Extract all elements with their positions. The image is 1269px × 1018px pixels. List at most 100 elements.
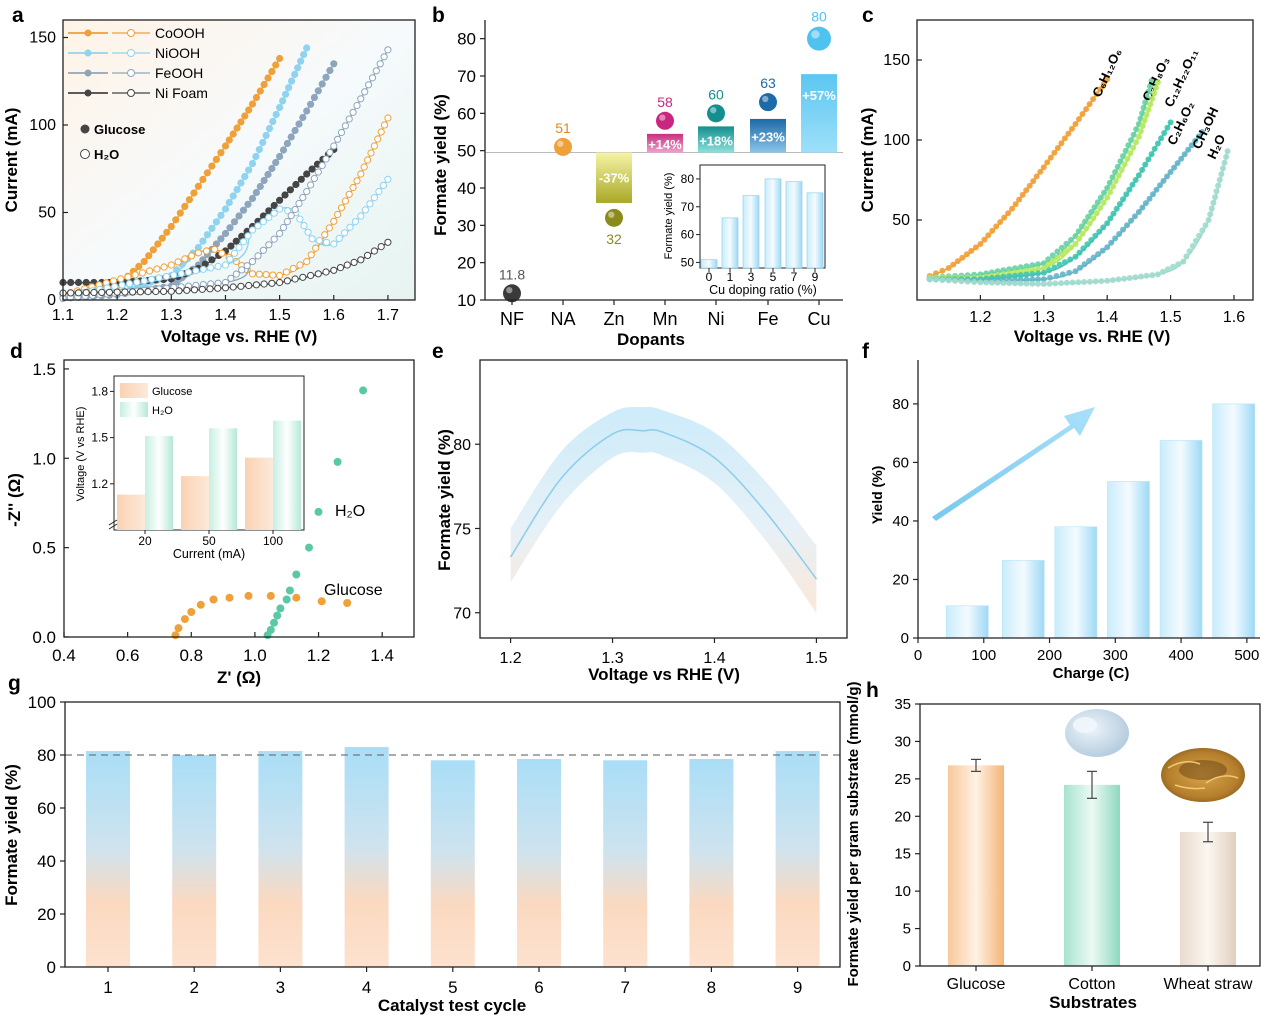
c-series-5-marker-38 <box>1149 272 1156 279</box>
c-series-5-marker-35 <box>1132 274 1139 281</box>
a-series-0-marker-21 <box>181 202 189 210</box>
c-series-5-marker-57 <box>1213 188 1220 195</box>
c-series-5-marker-60 <box>1218 171 1225 178</box>
c-series-5-marker-34 <box>1126 275 1133 281</box>
b-x-tick-label-5: Fe <box>757 309 778 329</box>
d-y-tick-label-1: 0.5 <box>32 539 56 558</box>
a-series-1-marker-31 <box>241 172 249 181</box>
b-bar-label-cu: +57% <box>802 88 836 103</box>
panel-h-y-ticks: 0 5 10 15 20 25 30 35 <box>894 696 920 975</box>
a-series-4-marker-11 <box>138 269 146 277</box>
c-series-5-marker-17 <box>1029 280 1036 287</box>
panel-a-frame <box>62 19 416 301</box>
a-series-1-marker-37 <box>262 131 270 140</box>
a-series-3-marker-23 <box>227 242 235 250</box>
c-series-1-marker-19 <box>1040 260 1047 267</box>
c-series-5-marker-21 <box>1052 280 1059 287</box>
a-series-2-marker-25 <box>221 229 230 238</box>
d-inset-x-tick-label-1: 50 <box>202 534 216 548</box>
d-glucose-point-0 <box>171 631 180 640</box>
a-series-4-marker-36 <box>307 251 315 259</box>
e-y-tick-label-0: 70 <box>453 606 471 623</box>
c-series-2-marker-20 <box>1045 261 1052 268</box>
b-value-label-cu: 80 <box>811 9 827 25</box>
a-series-1-marker-42 <box>279 97 287 105</box>
a-series-4-marker-46 <box>349 183 357 192</box>
a-x-tick-label-5: 1.6 <box>323 307 345 324</box>
c-series-3-marker-42 <box>1132 177 1139 183</box>
c-series-0-marker-26 <box>1037 168 1044 175</box>
c-series-2-marker-35 <box>1104 194 1111 201</box>
a-series-6-marker-52 <box>353 101 361 110</box>
g-y-tick-label-4: 80 <box>37 746 56 765</box>
c-series-2-marker-52 <box>1147 101 1154 108</box>
c-series-2-marker-39 <box>1115 172 1122 179</box>
panel-a-x-label: Voltage vs. RHE (V) <box>161 327 318 346</box>
a-series-5-marker-19 <box>199 265 207 273</box>
a-series-6-marker-32 <box>276 229 284 238</box>
panel-f-x-ticks: 0 100 200 300 400 500 <box>914 638 1259 664</box>
c-series-2-marker-32 <box>1093 210 1100 217</box>
a-series-7-marker-41 <box>370 247 378 255</box>
a-x-tick-label-4: 1.5 <box>268 307 290 324</box>
d-inset-x-tick-label-2: 100 <box>263 534 283 548</box>
panel-d-inset: 20 50 100 1.2 1.5 1.8 Glucose H₂O Current (mA… <box>75 375 305 561</box>
c-series-3-marker-44 <box>1139 166 1146 173</box>
c-series-4-marker-18 <box>1035 276 1041 283</box>
c-series-3-marker-31 <box>1096 228 1103 235</box>
a-series-7-marker-11 <box>144 288 152 296</box>
a-series-4-marker-30 <box>269 271 277 279</box>
c-series-1-marker-56 <box>1148 77 1155 84</box>
panel-g-x-label: Catalyst test cycle <box>378 996 526 1015</box>
c-series-5-marker-36 <box>1138 273 1144 280</box>
a-series-4-marker-34 <box>296 261 304 269</box>
c-series-1-marker-14 <box>1012 265 1018 272</box>
h-x-tick-label-1: Cotton <box>1068 976 1115 993</box>
d-glucose-point-2 <box>180 615 189 624</box>
a-series-6-marker-55 <box>365 81 373 89</box>
b-y-tick-label-2: 30 <box>457 216 476 235</box>
c-series-2-marker-48 <box>1139 122 1146 129</box>
a-series-0-marker-40 <box>260 80 268 89</box>
c-series-2-marker-45 <box>1133 139 1139 146</box>
panel-a-plot <box>59 44 392 302</box>
a-series-5-marker-20 <box>207 264 215 272</box>
c-series-1-marker-16 <box>1023 263 1030 270</box>
panel-d-frame <box>63 359 415 638</box>
a-series-4-marker-22 <box>218 249 226 257</box>
a-series-1-marker-27 <box>225 198 233 207</box>
c-series-1-marker-21 <box>1049 252 1056 259</box>
c-series-4-marker-35 <box>1120 226 1126 233</box>
panel-a-y-ticks: 0 50 100 150 <box>29 30 68 309</box>
d-glucose-point-6 <box>225 593 234 602</box>
d-h2o-point-10 <box>333 457 342 466</box>
a-series-5-marker-51 <box>375 187 383 196</box>
panel-a-letter: a <box>12 4 24 27</box>
h-y-tick-label-1: 5 <box>903 921 911 938</box>
h-y-tick-label-0: 0 <box>903 958 911 975</box>
c-series-3-marker-24 <box>1067 256 1074 263</box>
b-bar-cu <box>801 74 837 153</box>
a-series-5-marker-26 <box>239 238 248 246</box>
c-series-1-marker-15 <box>1017 264 1024 271</box>
panel-d-x-ticks: 0.4 0.6 0.8 1.0 1.2 1.4 <box>52 632 394 665</box>
panel-d-inset-x-label: Current (mA) <box>173 547 245 561</box>
a-series-6-marker-34 <box>283 217 291 226</box>
c-series-4-marker-49 <box>1171 164 1178 171</box>
c-series-2-marker-36 <box>1107 189 1114 196</box>
h-bar-cotton <box>1064 784 1120 966</box>
panel-h-letter: h <box>866 679 879 702</box>
d-inset-axis-break-icon <box>108 519 118 530</box>
c-series-1-marker-55 <box>1147 83 1153 90</box>
a-series-4-marker-54 <box>377 128 385 136</box>
c-series-0-marker-9 <box>972 244 979 251</box>
c-series-5-marker-4 <box>952 277 958 284</box>
legend-marker-niooh-filled <box>84 49 92 57</box>
a-series-4-marker-12 <box>146 267 154 275</box>
c-series-3-marker-33 <box>1104 220 1111 227</box>
a-series-5-marker-36 <box>296 215 304 223</box>
c-series-3-marker-19 <box>1040 269 1047 276</box>
c-series-0-marker-35 <box>1069 125 1075 132</box>
b-bar-label-zn: -37% <box>599 171 630 186</box>
c-series-0-marker-24 <box>1030 178 1037 185</box>
